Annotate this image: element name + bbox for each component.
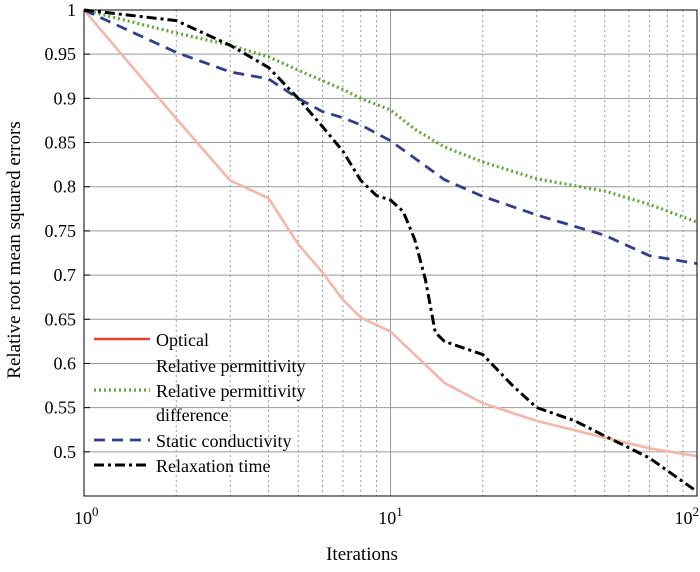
legend-label: Relative permittivity bbox=[156, 356, 305, 376]
series-line-2 bbox=[83, 8, 698, 224]
plot-frame bbox=[83, 9, 698, 497]
y-tick-label: 0.6 bbox=[54, 353, 77, 373]
y-tick-label: 0.8 bbox=[54, 177, 77, 197]
y-tick-label: 0.7 bbox=[54, 265, 77, 285]
legend-label: Relative permittivity bbox=[156, 381, 305, 401]
y-tick-label: 0.85 bbox=[45, 133, 77, 153]
y-tick-label: 0.9 bbox=[54, 88, 77, 108]
legend-label: difference bbox=[156, 405, 229, 425]
y-tick-label: 0.55 bbox=[45, 398, 77, 418]
series-lines bbox=[83, 8, 698, 493]
y-axis-ticks: 0.5 0.55 0.6 0.65 0.7 0.75 0.8 0.85 0.9 0.95 1 bbox=[45, 0, 90, 462]
series-line-0 bbox=[83, 9, 698, 458]
y-tick-label: 0.65 bbox=[45, 309, 77, 329]
legend-label: Static conductivity bbox=[156, 431, 291, 451]
x-axis-ticks: 100 101 102 bbox=[74, 504, 699, 528]
x-axis-label: Iterations bbox=[326, 544, 398, 565]
series-line-3 bbox=[83, 8, 698, 265]
y-tick-label: 0.95 bbox=[45, 44, 77, 64]
y-tick-label: 0.75 bbox=[45, 221, 77, 241]
y-tick-label: 1 bbox=[67, 0, 76, 20]
legend-label: Optical bbox=[156, 330, 209, 350]
x-tick-label: 101 bbox=[378, 504, 403, 528]
legend: Optical Relative permittivity Relative per… bbox=[94, 330, 305, 476]
legend-label: Relaxation time bbox=[156, 456, 270, 476]
series-line-4 bbox=[83, 8, 698, 493]
x-tick-label: 102 bbox=[675, 504, 700, 528]
y-tick-label: 0.5 bbox=[54, 442, 77, 462]
y-axis-label: Relative root mean squared errors bbox=[4, 121, 25, 378]
x-tick-label: 100 bbox=[74, 504, 99, 528]
